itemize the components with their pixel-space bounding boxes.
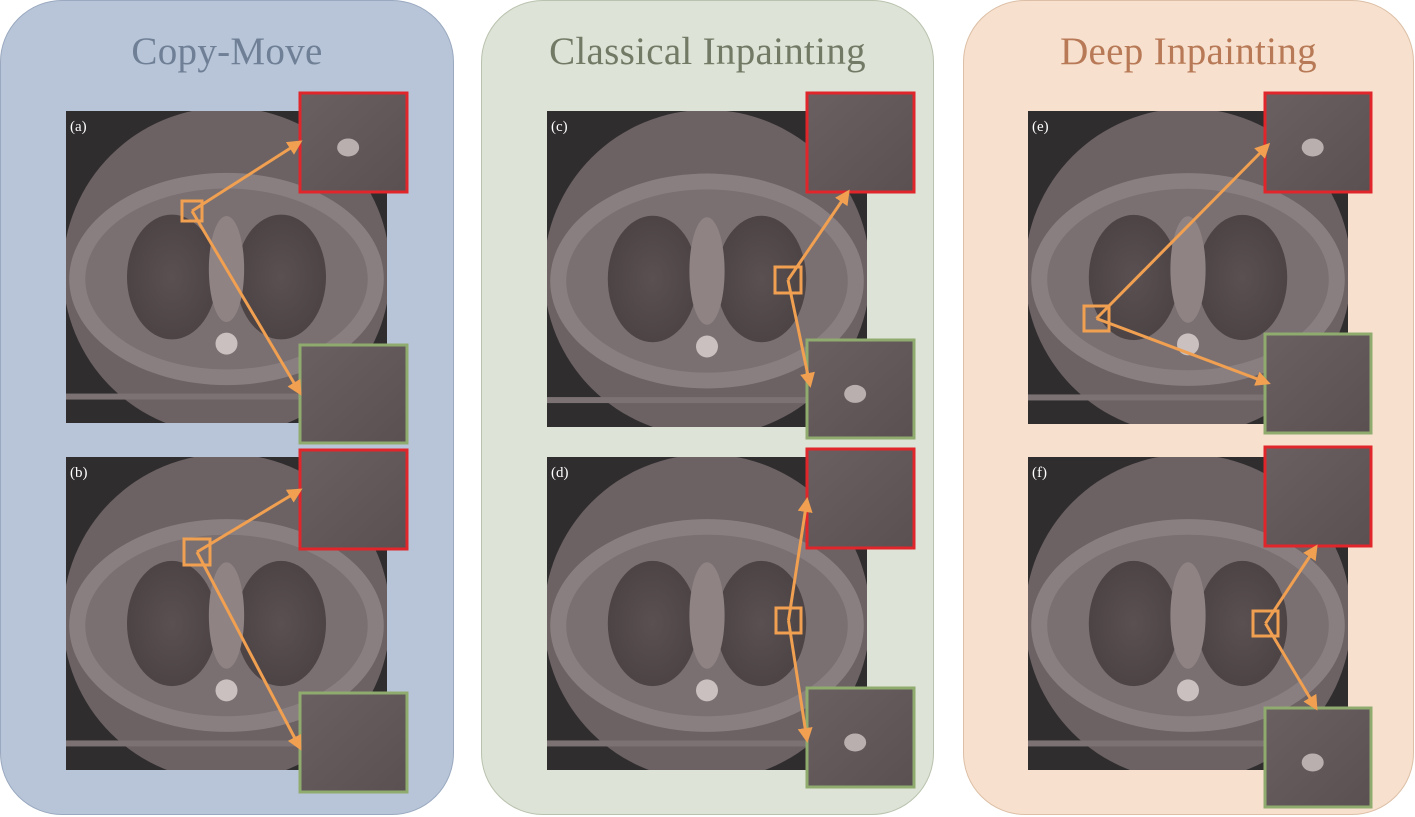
left-lung xyxy=(126,214,217,340)
original-zoom-crop xyxy=(805,686,916,789)
zoom-arrow xyxy=(786,189,850,281)
scanner-table xyxy=(547,397,867,404)
subfigure-label: (f) xyxy=(1032,465,1047,481)
ct-scan: (c) xyxy=(547,111,867,427)
scanner-table xyxy=(547,740,867,747)
vertebra xyxy=(1177,679,1199,702)
right-lung xyxy=(236,214,327,340)
zoom-arrow xyxy=(195,551,302,751)
original-crop-frame xyxy=(298,691,409,794)
original-crop-frame xyxy=(298,343,409,445)
zoom-arrow xyxy=(787,620,813,743)
vertebra xyxy=(696,679,718,702)
right-lung xyxy=(716,215,807,343)
copy-move-title: Copy-Move xyxy=(131,30,323,73)
tampered-zoom-crop xyxy=(1263,445,1373,548)
mediastinum xyxy=(689,217,725,325)
region-of-interest-box xyxy=(180,199,204,223)
original-zoom-crop xyxy=(298,343,409,445)
left-lung xyxy=(1088,560,1179,687)
vertebra xyxy=(215,679,238,702)
right-lung xyxy=(1197,560,1288,687)
subfigure-label: (b) xyxy=(70,465,88,481)
original-crop-frame xyxy=(1263,332,1373,435)
tampered-zoom-crop xyxy=(298,91,409,194)
zoom-arrow xyxy=(196,488,303,554)
original-zoom-crop xyxy=(298,691,409,794)
original-zoom-crop xyxy=(1263,706,1373,809)
tampered-crop-frame xyxy=(805,91,916,194)
zoom-arrow xyxy=(1095,317,1271,386)
zoom-arrow xyxy=(1095,142,1271,320)
zoom-arrow xyxy=(787,497,813,621)
scanner-table xyxy=(1028,394,1348,401)
scanner-table xyxy=(66,393,387,400)
original-zoom-crop xyxy=(1263,332,1373,435)
zoom-arrow xyxy=(191,140,303,213)
mediastinum xyxy=(1170,562,1206,669)
classical-inpainting-title: Classical Inpainting xyxy=(549,30,866,73)
tampered-crop-frame xyxy=(1263,445,1373,548)
nodule xyxy=(1301,753,1324,772)
tampered-zoom-crop xyxy=(805,447,916,550)
nodule xyxy=(844,384,867,403)
nodule xyxy=(1301,138,1324,157)
subfigure-label: (a) xyxy=(70,119,87,135)
zoom-crops xyxy=(298,91,1373,809)
right-lung xyxy=(1197,214,1288,341)
zoom-arrow xyxy=(786,279,815,388)
zoom-arrow xyxy=(190,210,302,396)
left-lung xyxy=(126,560,217,687)
subfigure-label: (c) xyxy=(551,119,568,135)
left-lung xyxy=(607,215,698,343)
tampered-crop-frame xyxy=(805,447,916,550)
region-of-interest-box xyxy=(1251,609,1280,638)
subfigure-label: (e) xyxy=(1032,119,1049,135)
left-lung xyxy=(607,560,698,687)
subfigure-label: (d) xyxy=(551,465,569,481)
zoom-arrow xyxy=(1264,622,1318,711)
nodule xyxy=(844,733,867,752)
zoom-arrows xyxy=(180,140,1318,751)
scanner-table xyxy=(66,740,387,747)
right-lung xyxy=(236,560,327,687)
right-lung xyxy=(716,560,807,687)
region-of-interest-box xyxy=(182,537,212,567)
region-of-interest-box xyxy=(1082,304,1111,333)
original-zoom-crop xyxy=(805,338,916,440)
mediastinum xyxy=(1170,216,1206,323)
left-lung xyxy=(1088,214,1179,341)
deep-inpainting-title: Deep Inpainting xyxy=(1060,30,1317,73)
vertebra xyxy=(696,335,718,358)
mediastinum xyxy=(689,562,725,669)
mediastinum xyxy=(208,562,245,669)
tampered-zoom-crop xyxy=(298,448,409,551)
tampered-zoom-crop xyxy=(805,91,916,194)
nodule xyxy=(337,138,360,157)
tampered-zoom-crop xyxy=(1263,91,1373,194)
original-crop-frame xyxy=(805,686,916,789)
ct-scan: (d) xyxy=(547,457,867,770)
ct-scans: (a) (b) (c) (d) (e) (f) xyxy=(66,111,1348,770)
vertebra xyxy=(215,332,238,355)
region-of-interest-box xyxy=(773,265,803,295)
scanner-table xyxy=(1028,740,1348,747)
region-of-interest-box xyxy=(774,606,803,635)
tampered-crop-frame xyxy=(298,448,409,551)
